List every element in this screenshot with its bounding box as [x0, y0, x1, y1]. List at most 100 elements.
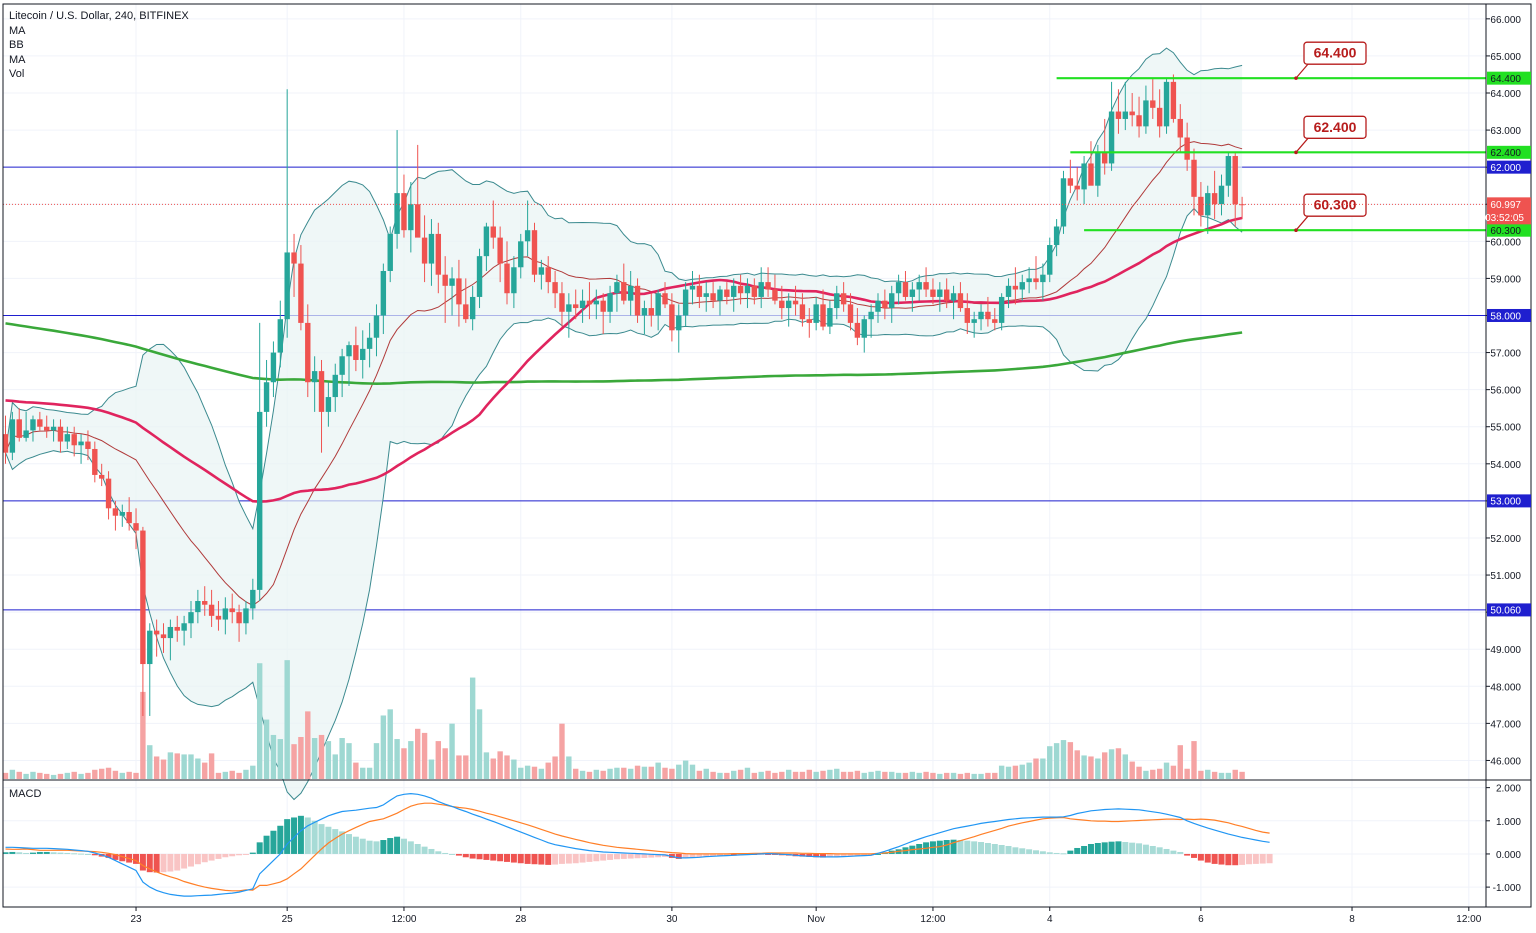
macd-histogram-bar	[242, 853, 249, 855]
macd-histogram-bar	[723, 853, 730, 856]
candle-body	[133, 523, 139, 531]
candle-body	[456, 278, 462, 305]
volume-bar	[1225, 772, 1232, 779]
volume-bar	[923, 771, 929, 779]
macd-histogram-bar	[2, 852, 9, 854]
candle-body	[243, 608, 249, 624]
macd-histogram-bar	[36, 851, 43, 854]
volume-bar	[895, 772, 902, 779]
volume-bar	[964, 772, 970, 779]
volume-bar	[1074, 750, 1080, 779]
macd-histogram-bar	[991, 844, 998, 854]
volume-bar	[579, 770, 586, 779]
candle-body	[971, 319, 977, 323]
macd-histogram-bar	[874, 853, 881, 855]
volume-bar	[284, 660, 290, 779]
candle-body	[785, 300, 792, 309]
volume-bar	[1143, 770, 1149, 779]
candle-body	[483, 226, 490, 257]
macd-histogram-bar	[552, 853, 559, 865]
candle-body	[751, 285, 758, 297]
volume-bar	[188, 754, 194, 779]
candle-body	[490, 226, 496, 238]
sr-tag	[1487, 145, 1531, 159]
macd-histogram-bar	[1129, 842, 1136, 854]
volume-bar	[689, 764, 696, 779]
volume-bar	[1184, 768, 1190, 779]
macd-histogram-bar	[346, 834, 352, 854]
candle-body	[1040, 274, 1046, 283]
time-tick-label: 12:00	[1456, 914, 1481, 925]
macd-histogram-bar	[497, 853, 504, 862]
candle-body	[820, 304, 826, 327]
candle-body	[469, 296, 476, 320]
volume-bar	[167, 752, 174, 779]
legend-vol[interactable]: Vol	[9, 68, 25, 80]
candle-body	[1177, 118, 1183, 138]
candle-body	[875, 300, 881, 312]
volume-bar	[9, 769, 16, 779]
sr-tag	[1487, 71, 1531, 85]
macd-histogram-bar	[1122, 842, 1129, 854]
time-tick-label: 23	[130, 914, 142, 925]
volume-bar	[511, 759, 517, 779]
macd-histogram-bar	[565, 853, 572, 864]
price-tick-label: 49.000	[1490, 645, 1521, 656]
legend-ma-2[interactable]: MA	[9, 53, 26, 66]
macd-histogram-bar	[133, 853, 140, 864]
volume-bar	[236, 772, 242, 779]
macd-histogram-bar	[1225, 853, 1232, 866]
sr-tag-label: 62.400	[1490, 148, 1521, 159]
macd-histogram-bar	[641, 853, 648, 858]
volume-bar	[339, 738, 345, 779]
volume-bar	[360, 767, 366, 779]
candle-body	[195, 601, 201, 613]
volume-bar	[751, 772, 758, 779]
candle-body	[222, 608, 229, 620]
volume-bar	[641, 766, 648, 779]
macd-histogram-bar	[57, 852, 64, 854]
macd-histogram-bar	[1074, 847, 1081, 854]
macd-histogram-bar	[950, 839, 957, 854]
macd-histogram-bar	[359, 838, 366, 854]
volume-bar	[311, 738, 318, 779]
macd-histogram-bar	[1067, 850, 1074, 854]
volume-bar	[559, 723, 565, 779]
macd-tick-label: -1.000	[1493, 883, 1522, 894]
sr-tag	[1487, 223, 1531, 237]
candle-body	[9, 419, 16, 453]
macd-histogram-bar	[277, 825, 284, 854]
macd-histogram-bar	[1204, 853, 1211, 863]
volume-bar	[50, 774, 57, 779]
callout-anchor	[1294, 76, 1298, 80]
macd-label[interactable]: MACD	[9, 788, 42, 800]
level-tag	[1487, 308, 1531, 322]
macd-histogram-bar	[469, 853, 476, 859]
symbol-title[interactable]: Litecoin / U.S. Dollar, 240, BITFINEX	[9, 10, 189, 22]
legend-ma-1[interactable]: MA	[9, 24, 26, 37]
legend-bb[interactable]: BB	[9, 39, 24, 51]
volume-bar	[696, 770, 703, 779]
candle-body	[236, 612, 242, 624]
volume-bar	[676, 764, 682, 779]
macd-axis[interactable]: 2.000 1.000 0.000 -1.000	[1486, 784, 1521, 894]
volume-bar	[648, 766, 654, 779]
volume-bar	[174, 753, 180, 779]
macd-histogram-bar	[675, 853, 682, 859]
macd-histogram-bar	[648, 853, 655, 858]
candle-body	[1211, 193, 1218, 205]
volume-bar	[291, 744, 297, 779]
macd-histogram-bar	[139, 853, 146, 871]
volume-bar	[256, 663, 263, 779]
candle-body	[1232, 156, 1238, 205]
candle-body	[731, 285, 737, 297]
price-axis[interactable]: 66.00065.00064.00063.00062.00061.00060.0…	[1486, 15, 1521, 768]
macd-histogram-bar	[971, 841, 978, 854]
candle-body	[1225, 156, 1232, 186]
volume-bar	[524, 765, 531, 779]
macd-histogram-bar	[236, 853, 243, 856]
candle-body	[868, 311, 874, 320]
